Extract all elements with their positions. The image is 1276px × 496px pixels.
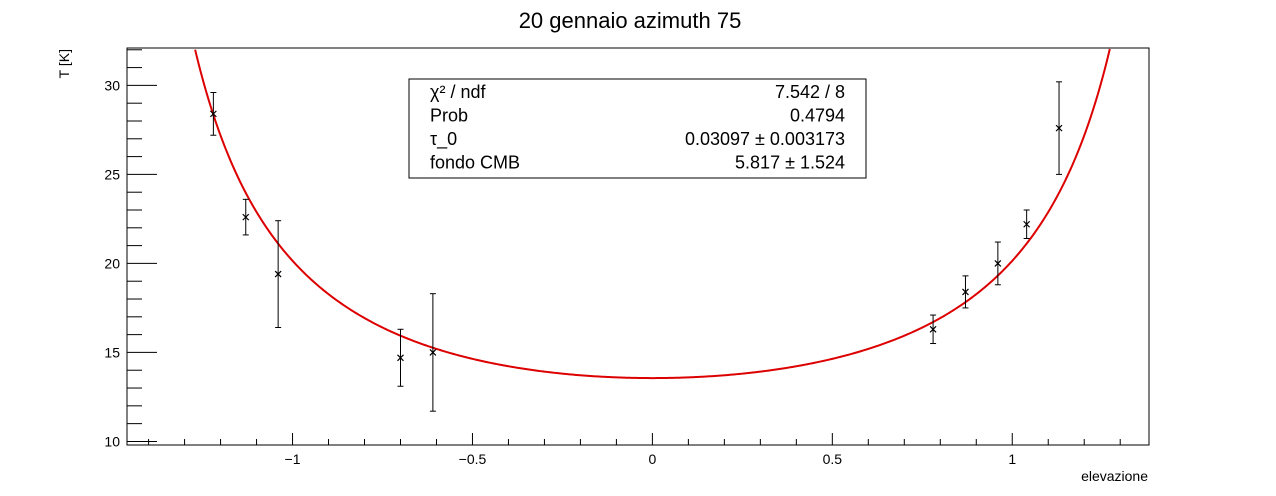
data-points [209,81,1063,412]
x-tick-label: 0.5 [823,451,843,467]
point-marker [242,213,250,221]
y-axis: 10 15 20 25 30 [104,49,157,449]
stats-value: 0.4794 [790,106,845,126]
fit-curve [194,48,1111,380]
x-tick-label: 0 [648,451,656,467]
data-point [209,92,217,136]
point-marker [1055,124,1063,132]
point-marker [962,288,969,296]
y-tick-label: 25 [104,166,120,182]
y-tick-label: 20 [104,255,120,271]
data-point [429,293,437,412]
point-marker [994,259,1002,267]
point-marker [1023,220,1031,228]
stats-label: τ_0 [430,129,457,150]
data-point [274,220,282,329]
stats-value: 7.542 / 8 [775,82,845,102]
data-point [962,275,969,309]
x-tick-label: 1 [1008,451,1016,467]
x-axis-title: elevazione [1081,468,1148,484]
data-point [1055,81,1063,175]
stats-box-frame [408,78,867,179]
y-tick-label: 10 [104,433,120,449]
data-point [1023,209,1031,239]
stats-value: 0.03097 ± 0.003173 [685,129,845,149]
stats-label: fondo CMB [430,153,520,173]
point-marker [209,110,217,118]
stats-value: 5.817 ± 1.524 [735,153,845,173]
fit-curve-group [194,48,1111,380]
x-tick-label: −0.5 [459,451,487,467]
data-point [994,241,1002,286]
plot-frame [126,47,1150,446]
data-point [929,314,937,345]
data-point [242,198,250,236]
stats-label: χ² / ndf [430,82,486,102]
data-point [397,328,404,387]
fit-stats-box: χ² / ndf 7.542 / 8 Prob 0.4794 τ_0 0.03097 ± … [408,78,867,179]
point-marker [397,354,404,362]
y-tick-label: 15 [104,344,120,360]
stats-label: Prob [430,106,468,126]
point-marker [929,325,937,333]
y-tick-label: 30 [104,77,120,93]
x-axis: −1 −0.5 0 0.5 1 [148,433,1121,467]
chart-title: 20 gennaio azimuth 75 [519,8,742,33]
y-axis-title: T [K] [56,49,72,78]
point-marker [274,270,282,278]
x-tick-label: −1 [285,451,301,467]
point-marker [429,349,437,356]
